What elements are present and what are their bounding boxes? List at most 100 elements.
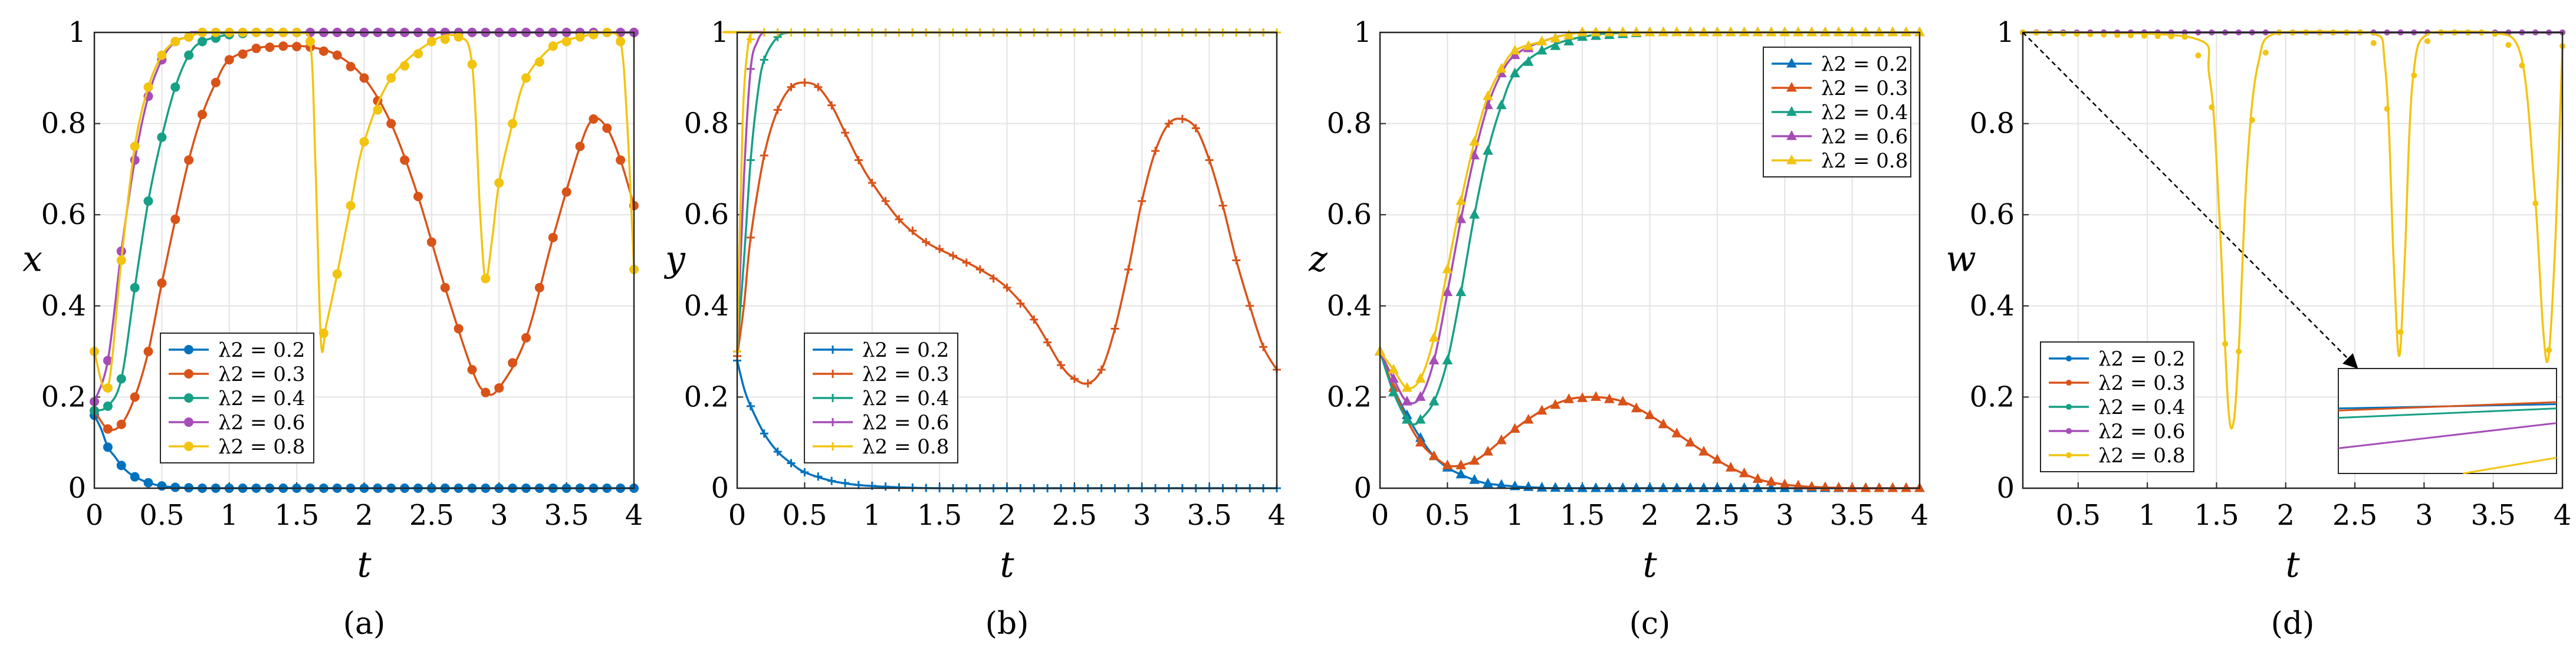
- data-point: [454, 324, 464, 334]
- legend-label: λ2 = 0.6: [1821, 125, 1908, 149]
- data-point: [1820, 26, 1831, 37]
- y-axis-label: w: [1946, 239, 1976, 280]
- legend: λ2 = 0.2λ2 = 0.3λ2 = 0.4λ2 = 0.6λ2 = 0.8: [804, 333, 958, 463]
- data-point: [1218, 201, 1227, 210]
- x-tick-label: 1.5: [2194, 499, 2239, 532]
- data-point: [935, 245, 944, 254]
- y-tick-label: 0: [68, 472, 86, 505]
- data-point: [184, 32, 194, 42]
- data-point: [2384, 106, 2390, 112]
- data-point: [318, 328, 328, 338]
- data-point: [1550, 399, 1561, 409]
- data-point: [1442, 354, 1453, 365]
- data-point: [2181, 34, 2188, 40]
- y-axis-label: y: [663, 239, 686, 280]
- data-point: [1725, 462, 1736, 472]
- data-point: [1388, 386, 1399, 397]
- data-point: [521, 73, 531, 83]
- data-point: [211, 78, 221, 88]
- y-tick-label: 0: [711, 472, 729, 505]
- axes-frame: [2022, 31, 2564, 489]
- inset-line: [2338, 407, 2557, 419]
- legend-label: λ2 = 0.4: [1821, 101, 1908, 124]
- y-axis-label: z: [1308, 239, 1328, 280]
- data-point: [1428, 331, 1440, 342]
- data-point: [1151, 146, 1160, 155]
- data-point: [1644, 26, 1655, 37]
- data-point: [534, 57, 544, 67]
- data-point: [746, 233, 755, 242]
- data-point: [1550, 482, 1561, 492]
- data-point: [1766, 26, 1777, 37]
- x-axis-label: t: [2285, 544, 2300, 585]
- data-point: [2519, 63, 2525, 69]
- inset-line: [2463, 456, 2557, 475]
- data-point: [400, 61, 410, 71]
- legend-marker: [2066, 356, 2072, 361]
- data-point: [413, 192, 423, 202]
- data-point: [746, 156, 755, 165]
- data-point: [1698, 26, 1709, 37]
- x-tick-label: 0: [86, 499, 104, 532]
- data-point: [251, 44, 261, 54]
- data-point: [1205, 156, 1214, 165]
- data-point: [1698, 482, 1709, 492]
- data-point: [1563, 29, 1575, 40]
- data-point: [1550, 40, 1561, 50]
- data-point: [561, 187, 571, 197]
- data-point: [481, 274, 491, 284]
- x-tick-label: 1: [2138, 499, 2157, 532]
- data-point: [1523, 40, 1534, 50]
- chart-panel-3: 0 0.5 1 1.5 2 2.5 3 3.5 4 0 0.2 0.4 0.6 0.8 1 t z (c) λ2 =…: [1308, 16, 1928, 642]
- data-point: [1846, 482, 1858, 492]
- data-point: [1536, 35, 1547, 45]
- data-point: [1388, 373, 1399, 383]
- data-point: [1442, 459, 1453, 469]
- data-point: [143, 196, 153, 206]
- data-point: [1388, 363, 1399, 374]
- y-tick-label: 0.8: [41, 107, 86, 140]
- data-point: [1591, 391, 1601, 401]
- data-point: [1644, 409, 1655, 419]
- data-point: [143, 347, 153, 357]
- data-point: [332, 269, 342, 279]
- data-point: [143, 478, 153, 488]
- legend-marker: [184, 345, 193, 354]
- inset-frame: [2338, 368, 2557, 474]
- y-tick-label: 0.4: [1327, 290, 1372, 323]
- legend-marker: [1786, 130, 1797, 140]
- data-point: [1496, 99, 1507, 110]
- data-point: [2397, 329, 2404, 335]
- x-axis-label: t: [1000, 544, 1014, 585]
- data-point: [1712, 26, 1723, 37]
- data-point: [359, 73, 369, 83]
- data-point: [1415, 391, 1426, 401]
- data-point: [1455, 459, 1467, 469]
- x-tick-label: 1.5: [917, 499, 962, 532]
- y-tick-label: 0.6: [41, 198, 86, 231]
- x-tick-label: 2: [998, 499, 1016, 532]
- x-tick-label: 1.5: [274, 499, 319, 532]
- data-point: [2195, 52, 2202, 59]
- data-point: [589, 114, 599, 124]
- data-point: [1536, 482, 1547, 492]
- data-point: [1739, 26, 1750, 37]
- data-point: [1401, 381, 1412, 392]
- legend-label: λ2 = 0.2: [862, 338, 949, 362]
- data-point: [616, 155, 626, 165]
- data-point: [2141, 32, 2147, 39]
- x-tick-label: 4: [1911, 499, 1929, 532]
- data-point: [305, 37, 315, 47]
- data-point: [1685, 26, 1696, 37]
- legend-label: λ2 = 0.4: [862, 387, 949, 410]
- data-point: [1070, 374, 1079, 383]
- data-point: [1712, 453, 1723, 464]
- data-point: [787, 459, 796, 468]
- data-point: [881, 197, 890, 206]
- data-point: [841, 129, 849, 137]
- data-point: [1833, 482, 1844, 492]
- data-point: [1698, 446, 1709, 456]
- data-point: [1110, 324, 1119, 333]
- data-point: [760, 151, 768, 160]
